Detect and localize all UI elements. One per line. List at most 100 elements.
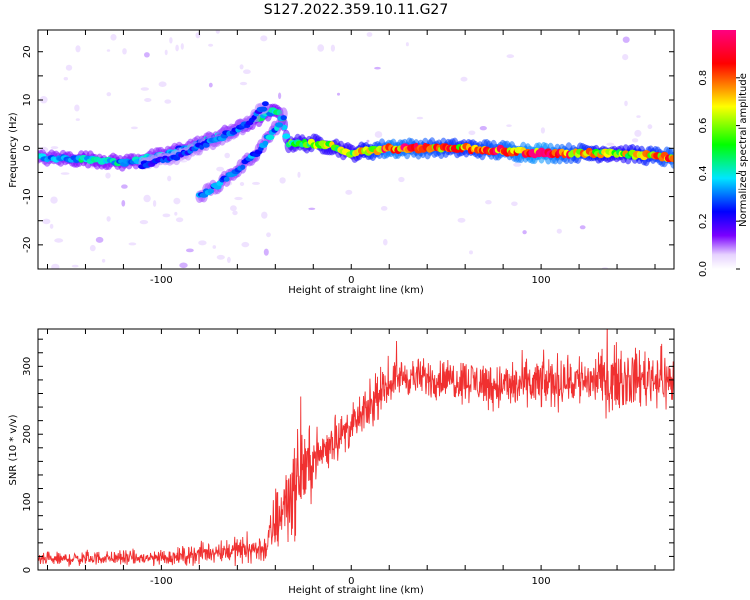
- noise-speckle: [511, 201, 518, 207]
- noise-speckle: [173, 197, 181, 205]
- noise-speckle: [297, 171, 301, 178]
- noise-speckle: [468, 130, 476, 136]
- noise-speckle: [167, 175, 172, 182]
- noise-speckle: [405, 42, 409, 47]
- noise-speckle: [169, 37, 173, 44]
- noise-speckle: [121, 184, 128, 189]
- noise-speckle: [95, 236, 104, 243]
- noise-speckle: [139, 220, 149, 225]
- noise-speckle: [345, 189, 353, 195]
- noise-speckle: [266, 232, 271, 238]
- noise-speckle: [89, 244, 96, 252]
- noise-speckle: [366, 139, 370, 143]
- figure-title: S127.2022.359.10.11.G27: [264, 2, 449, 18]
- noise-speckle: [263, 248, 269, 256]
- noise-speckle: [158, 81, 167, 87]
- noise-speckle: [128, 242, 137, 246]
- noise-speckle: [631, 138, 639, 143]
- snr-panel: -100 0 100 0 100 200 300 Height of straight l…: [8, 328, 675, 596]
- noise-speckle: [186, 248, 194, 253]
- colorbar-tick-label: 0.4: [698, 165, 709, 181]
- noise-speckle: [164, 49, 168, 56]
- y-tick-label: 0: [22, 145, 33, 151]
- noise-speckle: [330, 44, 335, 52]
- x-tick-label: 0: [348, 275, 354, 286]
- noise-speckle: [71, 264, 79, 268]
- x-tick-label: 100: [532, 275, 551, 286]
- noise-speckle: [208, 43, 214, 47]
- noise-speckle: [622, 36, 630, 43]
- noise-speckle: [110, 34, 117, 41]
- y-tick-label: 200: [22, 425, 33, 444]
- noise-speckle: [75, 45, 81, 53]
- y-tick-label: 0: [22, 567, 33, 573]
- noise-speckle: [75, 118, 80, 121]
- x-tick-label: -100: [150, 275, 173, 286]
- noise-speckle: [234, 196, 243, 201]
- noise-speckle: [175, 217, 184, 223]
- ridge-core: [265, 134, 275, 141]
- noise-speckle: [374, 66, 381, 70]
- y-tick-label: -20: [22, 237, 33, 253]
- spectral-ridge-2: [138, 101, 270, 170]
- noise-speckle: [152, 200, 157, 207]
- colorbar-gradient: [712, 30, 736, 269]
- noise-speckle: [513, 162, 522, 167]
- noise-speckle: [479, 126, 487, 131]
- noise-speckle: [130, 126, 138, 130]
- noise-speckle: [65, 64, 73, 71]
- noise-speckle: [374, 131, 383, 138]
- noise-speckle: [198, 240, 207, 246]
- ridge-core: [202, 142, 210, 148]
- noise-speckle: [60, 172, 70, 175]
- noise-speckle: [337, 92, 340, 96]
- noise-speckle: [216, 254, 225, 260]
- noise-speckle: [366, 32, 373, 37]
- noise-speckle: [485, 200, 492, 205]
- noise-speckle: [216, 166, 225, 172]
- spectral-ridge-1: [195, 107, 288, 203]
- spectrogram-marks: [38, 30, 674, 269]
- noise-speckle: [175, 44, 179, 52]
- noise-speckle: [506, 124, 512, 127]
- noise-speckle: [50, 196, 58, 204]
- y-tick-label: 100: [22, 493, 33, 512]
- noise-speckle: [215, 30, 220, 34]
- noise-speckle: [179, 262, 188, 269]
- spectrogram-y-ticks: [38, 51, 674, 270]
- spectrogram-x-label: Height of straight line (km): [288, 285, 424, 296]
- spectrogram-frame: [37, 29, 675, 270]
- noise-speckle: [522, 230, 527, 235]
- noise-speckle: [144, 98, 152, 102]
- noise-speckle: [63, 77, 68, 81]
- noise-speckle: [49, 223, 54, 229]
- x-tick-label: -100: [150, 576, 173, 587]
- noise-speckle: [416, 116, 424, 120]
- noise-speckle: [105, 172, 111, 179]
- noise-speckle: [174, 211, 178, 216]
- noise-speckle: [308, 207, 316, 210]
- colorbar-tick-label: 0.0: [698, 261, 709, 277]
- spectrogram-y-tick-labels: -20 -10 0 10 20: [22, 45, 33, 253]
- noise-speckle: [224, 152, 230, 159]
- noise-speckle: [278, 92, 282, 100]
- colorbar-tick-label: 0.8: [698, 70, 709, 86]
- ridge-core: [223, 176, 230, 182]
- noise-speckle: [101, 258, 106, 263]
- noise-speckle: [383, 238, 388, 246]
- noise-speckle: [317, 44, 325, 52]
- ridge-core: [259, 106, 268, 112]
- noise-speckle: [39, 96, 48, 104]
- noise-speckle: [606, 142, 615, 146]
- noise-speckle: [252, 181, 260, 185]
- colorbar: 0.0 0.2 0.4 0.6 0.8 Normalized spectral ampl…: [698, 30, 749, 277]
- noise-speckle: [460, 76, 468, 82]
- noise-speckle: [232, 210, 238, 216]
- noise-speckle: [457, 217, 466, 223]
- snr-frame: [37, 328, 675, 571]
- noise-speckle: [239, 182, 245, 186]
- snr-x-label: Height of straight line (km): [288, 585, 424, 596]
- snr-x-tick-labels: -100 0 100: [150, 576, 551, 587]
- noise-speckle: [51, 263, 60, 269]
